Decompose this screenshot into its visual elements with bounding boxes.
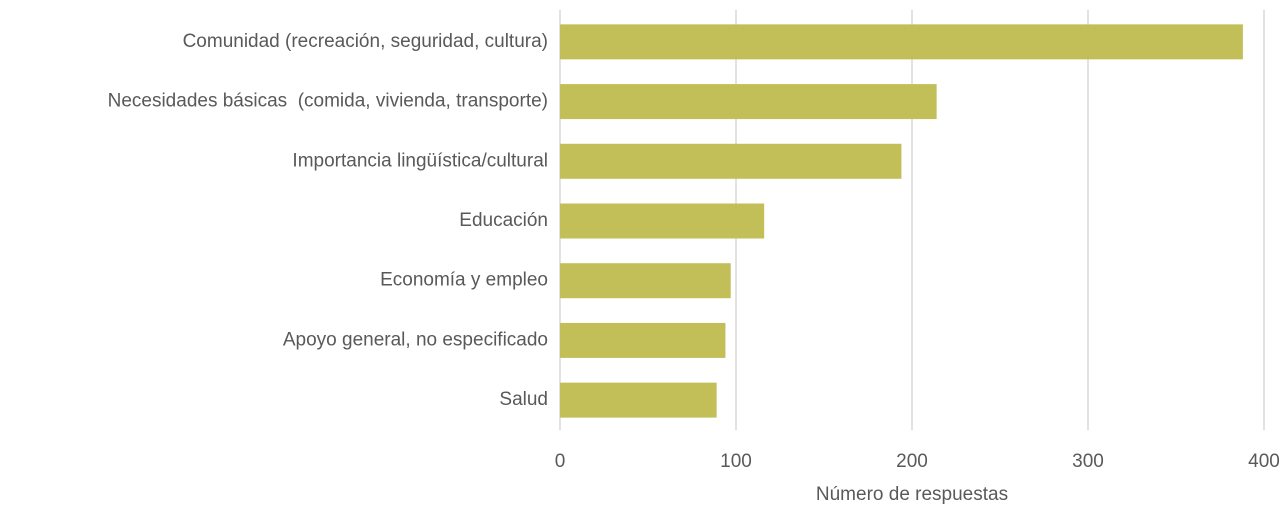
bar <box>560 322 726 358</box>
bar <box>560 24 1243 60</box>
y-tick-label: Salud <box>499 389 548 410</box>
x-axis-label: Número de respuestas <box>816 484 1008 505</box>
y-tick-label: Economía y empleo <box>380 270 548 291</box>
y-tick-label: Necesidades básicas (comida, vivienda, t… <box>108 91 548 112</box>
bar <box>560 263 731 299</box>
bar <box>560 84 937 120</box>
y-tick-label: Educación <box>459 210 548 231</box>
x-tick-label: 200 <box>896 451 928 472</box>
y-tick-label: Importancia lingüística/cultural <box>292 150 548 171</box>
bar <box>560 203 765 239</box>
bar <box>560 382 717 418</box>
x-tick-label: 0 <box>555 451 566 472</box>
x-tick-label: 300 <box>1072 451 1104 472</box>
bar <box>560 143 902 179</box>
x-tick-label: 400 <box>1248 451 1280 472</box>
y-tick-label: Comunidad (recreación, seguridad, cultur… <box>183 31 548 52</box>
y-tick-label: Apoyo general, no especificado <box>283 329 548 350</box>
x-tick-label: 100 <box>720 451 752 472</box>
